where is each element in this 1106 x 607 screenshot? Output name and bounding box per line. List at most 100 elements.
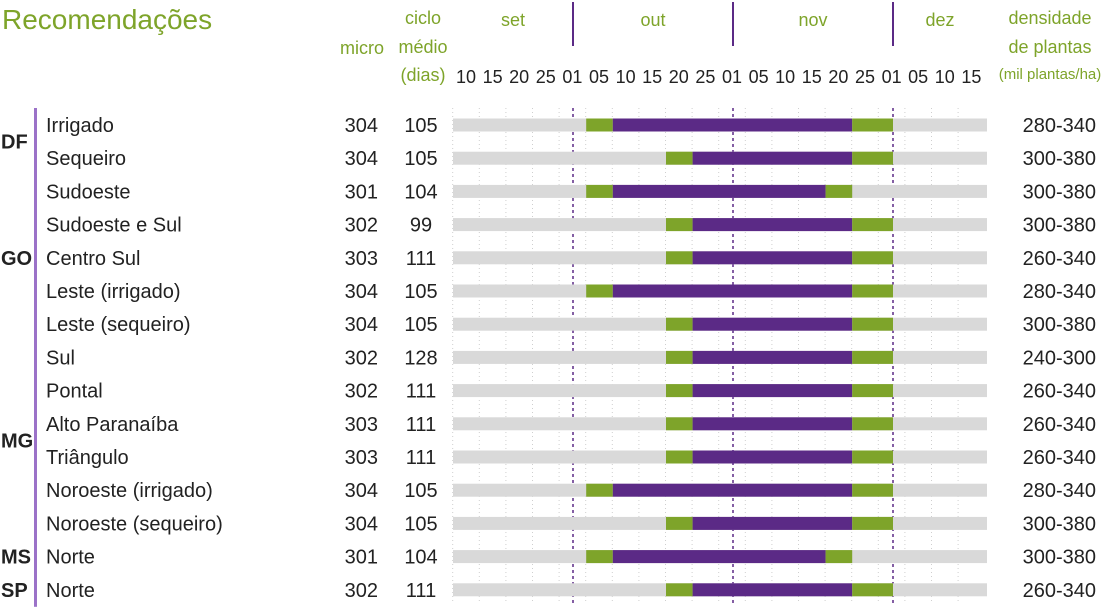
bar-green-end xyxy=(825,550,853,564)
bar-green-start xyxy=(666,450,693,464)
row-micro-value: 304 xyxy=(345,281,378,303)
row-region-label: Norte xyxy=(46,547,95,569)
bar-green-end xyxy=(852,483,893,497)
row-density-value: 300-380 xyxy=(1023,547,1096,569)
density-header-line2: de plantas xyxy=(1008,37,1092,57)
x-tick-label: 15 xyxy=(642,67,662,87)
row-micro-value: 303 xyxy=(345,447,378,469)
row-density-value: 300-380 xyxy=(1023,148,1096,170)
x-tick-label: 20 xyxy=(828,67,848,87)
state-group-bar xyxy=(34,174,37,342)
row-region-label: Norte xyxy=(46,580,95,602)
row-ciclo-value: 111 xyxy=(406,580,436,602)
row-ciclo-value: 111 xyxy=(406,248,436,270)
row-region-label: Leste (sequeiro) xyxy=(46,314,191,336)
bar-purple xyxy=(692,516,853,530)
bar-green-end xyxy=(852,284,893,298)
density-header-line3: (mil plantas/ha) xyxy=(998,66,1102,83)
micro-header: micro xyxy=(340,38,384,58)
row-ciclo-value: 105 xyxy=(404,480,437,502)
x-tick-label: 15 xyxy=(961,67,981,87)
x-tick-label: 10 xyxy=(775,67,795,87)
bar-green-end xyxy=(852,251,893,265)
row-micro-value: 302 xyxy=(345,347,378,369)
x-tick-label: 20 xyxy=(509,67,529,87)
bar-green-start xyxy=(586,284,613,298)
state-group-bar xyxy=(34,108,37,176)
row-density-value: 280-340 xyxy=(1023,480,1096,502)
row-density-value: 300-380 xyxy=(1023,513,1096,535)
row-region-label: Sul xyxy=(46,347,75,369)
row-micro-value: 304 xyxy=(345,148,378,170)
bar-purple xyxy=(692,350,853,364)
row-ciclo-value: 105 xyxy=(404,513,437,535)
bar-green-start xyxy=(666,251,693,265)
x-tick-label: 20 xyxy=(669,67,689,87)
bar-green-end xyxy=(852,350,893,364)
row-micro-value: 304 xyxy=(345,314,378,336)
state-label: DF xyxy=(1,132,28,154)
row-ciclo-value: 104 xyxy=(404,181,437,203)
x-tick-label: 01 xyxy=(562,67,582,87)
x-tick-label: 05 xyxy=(908,67,928,87)
row-density-value: 300-380 xyxy=(1023,215,1096,237)
row-micro-value: 302 xyxy=(345,381,378,403)
state-group-bar xyxy=(34,572,37,607)
row-region-label: Irrigado xyxy=(46,115,114,137)
row-ciclo-value: 99 xyxy=(410,215,432,237)
bar-purple xyxy=(612,550,826,564)
row-density-value: 260-340 xyxy=(1023,381,1096,403)
row-region-label: Sudoeste xyxy=(46,181,131,203)
x-tick-label: 25 xyxy=(536,67,556,87)
chart-title: Recomendações xyxy=(2,4,213,35)
bar-green-end xyxy=(852,317,893,331)
row-micro-value: 302 xyxy=(345,215,378,237)
bar-purple xyxy=(692,218,853,232)
bar-green-start xyxy=(666,384,693,398)
state-label: GO xyxy=(1,248,32,270)
state-group-bar xyxy=(34,340,37,541)
bar-green-start xyxy=(666,151,693,165)
bar-purple xyxy=(612,483,853,497)
row-micro-value: 301 xyxy=(345,181,378,203)
state-group-bar xyxy=(34,539,37,574)
row-density-value: 260-340 xyxy=(1023,414,1096,436)
bar-green-end xyxy=(852,118,893,132)
bar-purple xyxy=(612,118,853,132)
row-ciclo-value: 105 xyxy=(404,148,437,170)
month-label-out: out xyxy=(640,10,665,30)
bar-green-end xyxy=(852,417,893,431)
row-ciclo-value: 111 xyxy=(406,447,436,469)
bar-purple xyxy=(692,384,853,398)
state-label: MG xyxy=(1,430,33,452)
row-density-value: 260-340 xyxy=(1023,248,1096,270)
bar-purple xyxy=(692,317,853,331)
bar-green-start xyxy=(586,550,613,564)
row-density-value: 300-380 xyxy=(1023,181,1096,203)
row-density-value: 300-380 xyxy=(1023,314,1096,336)
row-region-label: Sudoeste e Sul xyxy=(46,215,182,237)
bar-green-start xyxy=(666,516,693,530)
x-tick-label: 05 xyxy=(749,67,769,87)
bar-purple xyxy=(692,251,853,265)
ciclo-header-line1: ciclo xyxy=(404,8,441,28)
row-micro-value: 302 xyxy=(345,580,378,602)
row-region-label: Noroeste (irrigado) xyxy=(46,480,213,502)
row-density-value: 240-300 xyxy=(1023,347,1096,369)
bar-green-end xyxy=(852,583,893,597)
row-ciclo-value: 105 xyxy=(404,281,437,303)
row-density-value: 260-340 xyxy=(1023,447,1096,469)
row-micro-value: 303 xyxy=(345,248,378,270)
ciclo-header-line3: (dias) xyxy=(400,65,446,85)
bar-green-start xyxy=(666,317,693,331)
state-label: SP xyxy=(1,580,28,602)
bar-green-start xyxy=(666,218,693,232)
row-ciclo-value: 105 xyxy=(404,115,437,137)
bar-green-end xyxy=(852,151,893,165)
row-ciclo-value: 104 xyxy=(404,547,437,569)
state-label: MS xyxy=(1,547,31,569)
density-header-line1: densidade xyxy=(1008,8,1092,28)
x-tick-label: 10 xyxy=(935,67,955,87)
x-tick-label: 25 xyxy=(695,67,715,87)
row-ciclo-value: 111 xyxy=(406,381,436,403)
